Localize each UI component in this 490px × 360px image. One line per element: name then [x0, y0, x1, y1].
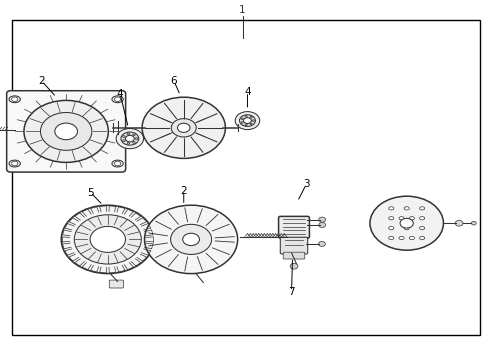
Circle shape [12, 97, 18, 102]
FancyBboxPatch shape [283, 252, 305, 259]
Ellipse shape [419, 237, 425, 240]
Circle shape [183, 233, 199, 246]
Circle shape [61, 205, 154, 274]
Circle shape [74, 215, 141, 264]
Circle shape [252, 120, 254, 121]
Ellipse shape [9, 160, 21, 167]
Ellipse shape [409, 217, 415, 220]
FancyBboxPatch shape [278, 216, 310, 238]
Circle shape [127, 143, 130, 144]
Circle shape [121, 132, 139, 145]
FancyBboxPatch shape [280, 237, 308, 254]
Circle shape [125, 135, 134, 142]
FancyBboxPatch shape [286, 234, 293, 239]
Text: 3: 3 [303, 179, 310, 189]
Ellipse shape [389, 226, 394, 230]
Circle shape [135, 138, 138, 140]
Circle shape [455, 220, 463, 226]
Circle shape [318, 222, 325, 228]
Bar [12, 20, 480, 335]
Circle shape [24, 100, 108, 162]
Circle shape [115, 161, 121, 166]
Circle shape [12, 161, 18, 166]
FancyBboxPatch shape [109, 280, 123, 288]
Circle shape [171, 224, 212, 255]
Circle shape [235, 112, 260, 130]
Circle shape [400, 218, 414, 228]
Circle shape [318, 242, 325, 247]
Ellipse shape [112, 96, 123, 103]
Circle shape [122, 136, 125, 138]
Ellipse shape [112, 160, 123, 167]
Ellipse shape [419, 226, 425, 230]
Circle shape [133, 141, 135, 143]
Text: 6: 6 [171, 76, 177, 86]
Text: 2: 2 [38, 76, 45, 86]
Ellipse shape [399, 237, 404, 240]
FancyBboxPatch shape [7, 91, 125, 172]
Text: 1: 1 [239, 5, 246, 15]
Circle shape [142, 97, 225, 158]
Circle shape [40, 112, 92, 150]
Text: 4: 4 [117, 89, 123, 99]
Ellipse shape [389, 217, 394, 220]
Circle shape [127, 133, 130, 135]
Circle shape [250, 123, 252, 125]
Circle shape [250, 116, 252, 118]
Ellipse shape [399, 217, 404, 220]
Circle shape [116, 129, 144, 149]
Text: 7: 7 [288, 287, 295, 297]
Circle shape [240, 115, 255, 126]
Circle shape [177, 123, 190, 132]
Circle shape [145, 205, 238, 274]
Ellipse shape [419, 217, 425, 220]
Ellipse shape [9, 96, 21, 103]
Text: 2: 2 [180, 186, 187, 196]
Circle shape [122, 140, 125, 141]
Ellipse shape [404, 226, 409, 230]
Circle shape [244, 118, 251, 123]
Circle shape [245, 116, 247, 117]
Text: 4: 4 [244, 87, 251, 97]
Ellipse shape [389, 237, 394, 240]
Circle shape [172, 119, 196, 137]
Circle shape [241, 122, 243, 123]
Circle shape [241, 118, 243, 120]
Ellipse shape [419, 207, 425, 210]
Ellipse shape [389, 207, 394, 210]
Circle shape [55, 123, 77, 140]
Circle shape [318, 217, 325, 222]
Circle shape [90, 226, 125, 252]
Text: 5: 5 [87, 188, 94, 198]
Circle shape [370, 196, 443, 250]
Ellipse shape [409, 237, 415, 240]
Circle shape [133, 134, 135, 136]
Ellipse shape [404, 207, 409, 210]
Circle shape [471, 221, 476, 225]
Circle shape [245, 124, 247, 126]
Circle shape [115, 97, 121, 102]
Circle shape [290, 264, 298, 269]
